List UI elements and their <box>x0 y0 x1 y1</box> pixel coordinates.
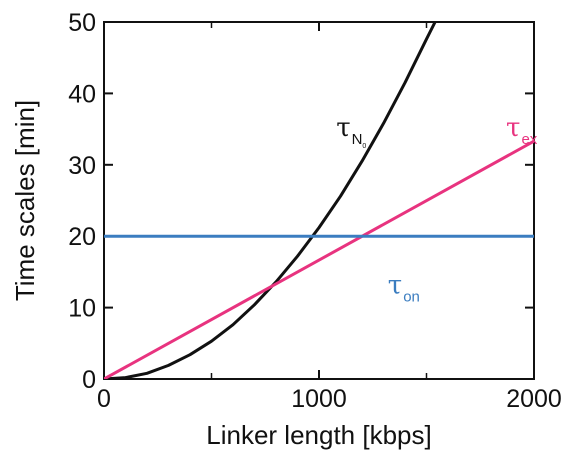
x-tick-label: 0 <box>97 385 111 413</box>
series-label-subscript: on <box>403 288 420 305</box>
series-line-tau-N0 <box>104 22 437 379</box>
x-tick-label: 2000 <box>506 385 562 413</box>
series-label-symbol: τ <box>336 113 350 143</box>
series-label-tau-on: τon <box>388 270 420 305</box>
series-label-tau-ex: τex <box>506 113 538 148</box>
y-tick-label: 30 <box>68 152 96 180</box>
series-label-subscript: N <box>352 131 363 148</box>
series-label-symbol: τ <box>506 113 520 143</box>
y-tick-label: 0 <box>82 366 96 394</box>
series-label-symbol: τ <box>388 270 402 300</box>
series-label-subscript: ex <box>521 131 537 148</box>
x-axis-label: Linker length [kbps] <box>206 420 431 450</box>
series-label-tau-N0: τN0 <box>336 113 366 150</box>
series-line-tau-ex <box>104 139 534 379</box>
y-tick-label: 40 <box>68 80 96 108</box>
y-tick-label: 20 <box>68 223 96 251</box>
y-tick-label: 10 <box>68 295 96 323</box>
x-tick-label: 1000 <box>291 385 347 413</box>
series-label-sub-subscript: 0 <box>362 143 366 150</box>
plot-frame <box>103 21 535 380</box>
y-tick-label: 50 <box>68 9 96 37</box>
y-axis-label: Time scales [min] <box>10 100 40 301</box>
